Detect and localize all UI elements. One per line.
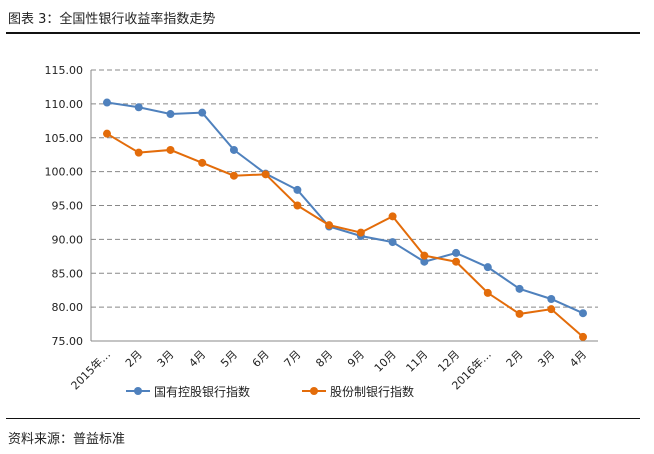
series-line-2 <box>106 132 584 338</box>
data-point <box>547 305 556 314</box>
x-tick-label: 11月 <box>404 348 431 375</box>
data-point <box>229 145 238 154</box>
data-point <box>388 238 397 247</box>
x-tick-label: 4月 <box>567 348 589 370</box>
data-point <box>547 294 556 303</box>
data-point <box>515 284 524 293</box>
data-point <box>198 158 207 167</box>
data-point <box>579 332 587 341</box>
legend-label: 国有控股银行指数 <box>154 384 250 399</box>
data-point <box>293 201 302 210</box>
data-point <box>166 145 175 154</box>
data-point <box>420 257 429 266</box>
legend-label: 股份制银行指数 <box>330 384 414 399</box>
data-point <box>134 103 143 112</box>
title-divider <box>6 32 640 34</box>
x-tick-label: 2月 <box>504 348 526 370</box>
x-tick-label: 10月 <box>372 348 399 375</box>
y-tick-label: 105.00 <box>45 132 84 145</box>
y-tick-label: 80.00 <box>52 301 84 314</box>
data-point <box>198 108 207 117</box>
figure-title: 图表 3：全国性银行收益率指数走势 <box>8 12 216 27</box>
x-tick-label: 9月 <box>345 348 367 370</box>
x-tick-label: 3月 <box>535 348 557 370</box>
source-note: 资料来源：普益标准 <box>8 432 126 447</box>
series-line-1 <box>106 101 584 315</box>
data-point <box>452 248 461 257</box>
x-tick-label: 8月 <box>313 348 335 370</box>
data-point <box>452 257 461 266</box>
y-tick-label: 100.00 <box>45 166 84 179</box>
data-point <box>134 148 143 157</box>
x-tick-label: 5月 <box>218 348 240 370</box>
y-tick-label: 75.00 <box>52 335 84 348</box>
data-point <box>388 212 397 221</box>
y-tick-label: 110.00 <box>45 98 84 111</box>
data-point <box>356 228 365 237</box>
data-point <box>420 251 429 260</box>
data-point <box>229 171 238 180</box>
x-tick-label: 4月 <box>186 348 208 370</box>
data-point <box>166 110 175 119</box>
data-point <box>103 98 111 107</box>
legend-marker <box>310 387 318 395</box>
data-point <box>483 288 492 297</box>
x-tick-label: 2月 <box>123 348 145 370</box>
data-point <box>261 170 270 179</box>
data-point <box>483 263 492 272</box>
data-point <box>103 129 111 138</box>
x-tick-label: 3月 <box>155 348 177 370</box>
y-tick-label: 85.00 <box>52 267 84 280</box>
data-point <box>515 309 524 318</box>
y-tick-label: 95.00 <box>52 200 84 213</box>
data-point <box>579 309 587 318</box>
footer-divider <box>6 418 640 419</box>
x-tick-label: 2015年… <box>68 347 113 392</box>
x-tick-label: 7月 <box>282 348 304 370</box>
legend-marker <box>134 387 142 395</box>
x-tick-label: 6月 <box>250 348 272 370</box>
data-point <box>293 185 302 194</box>
x-tick-label: 12月 <box>435 348 462 375</box>
y-tick-label: 90.00 <box>52 233 84 246</box>
data-point <box>325 221 334 230</box>
y-tick-label: 115.00 <box>45 64 84 77</box>
